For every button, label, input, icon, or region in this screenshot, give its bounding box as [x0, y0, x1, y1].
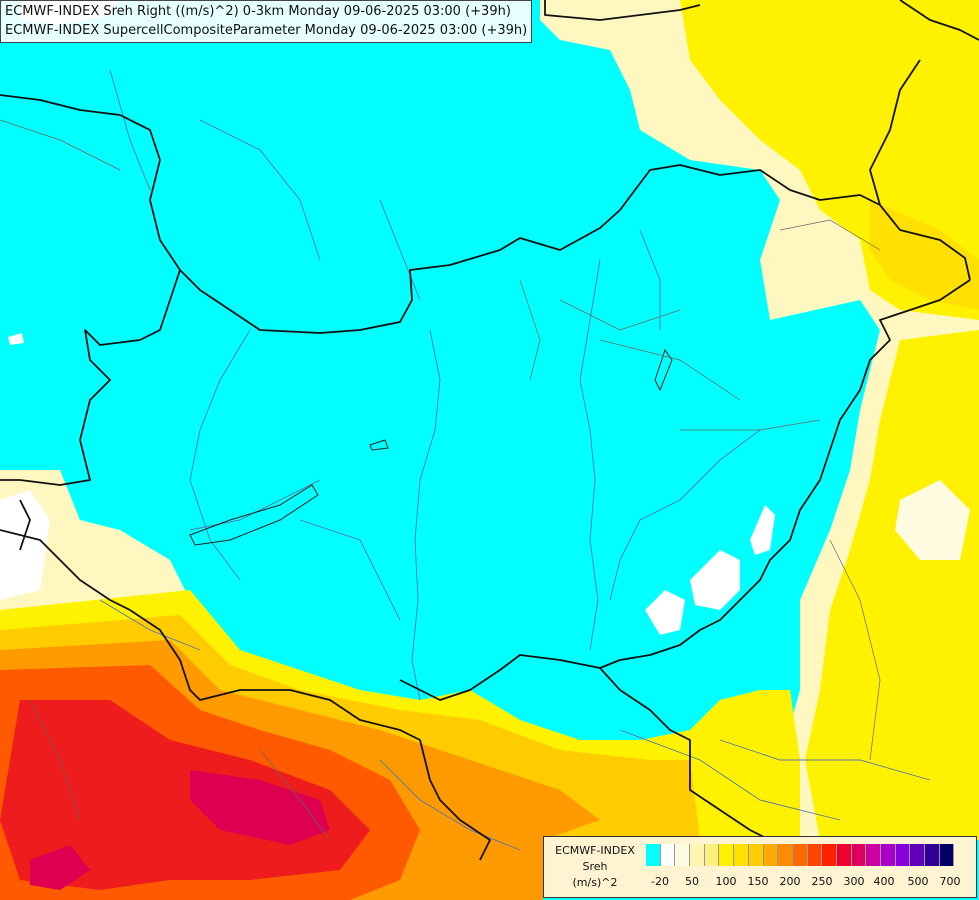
lake-balaton	[189, 484, 319, 546]
legend-swatch	[660, 844, 676, 866]
legend-tick-label: 100	[715, 875, 737, 888]
color-legend: ECMWF-INDEX Sreh (m/s)^2 -20 50 100 150 200 2…	[543, 836, 977, 898]
legend-swatch	[748, 844, 764, 866]
legend-tick-label: 300	[843, 875, 865, 888]
region-lines	[0, 119, 881, 841]
legend-title-line3: (m/s)^2	[572, 876, 618, 889]
legend-tick-label: 700	[939, 875, 961, 888]
legend-swatch	[836, 844, 852, 866]
white-patch-east-3	[750, 505, 775, 555]
legend-swatch	[646, 844, 661, 866]
legend-swatch	[704, 844, 720, 866]
legend-tick-label: 50	[685, 875, 699, 888]
legend-tick-label: -20	[651, 875, 669, 888]
map-title-box: ECMWF-INDEX Sreh Right ((m/s)^2) 0-3km M…	[0, 0, 533, 43]
legend-title: ECMWF-INDEX Sreh (m/s)^2	[548, 843, 642, 891]
legend-ticks: -20 50 100 150 200 250 300 400 500 700	[646, 875, 970, 891]
legend-swatch	[939, 844, 955, 866]
legend-tick-label: 150	[747, 875, 769, 888]
lake-small-east	[654, 348, 673, 392]
white-patch-northwest	[8, 333, 24, 345]
legend-swatch	[734, 844, 749, 866]
white-patch-east-2	[645, 590, 685, 635]
legend-title-line1: ECMWF-INDEX	[555, 844, 635, 857]
legend-swatch	[910, 844, 926, 866]
legend-swatches	[646, 844, 955, 866]
legend-swatch	[719, 844, 735, 866]
legend-tick-label: 250	[811, 875, 833, 888]
yellow-core-east	[805, 330, 979, 840]
legend-tick-label: 200	[779, 875, 801, 888]
lake-small-center	[369, 439, 389, 451]
red-core-south	[0, 700, 370, 890]
legend-swatch	[763, 844, 779, 866]
legend-swatch	[778, 844, 793, 866]
crimson-spot-southwest	[30, 845, 90, 890]
legend-tick-label: 500	[907, 875, 929, 888]
legend-swatch	[866, 844, 881, 866]
legend-swatch	[851, 844, 867, 866]
crimson-core-south	[190, 770, 330, 845]
legend-swatch	[895, 844, 911, 866]
white-patch-east-1	[690, 550, 740, 610]
title-line-sreh: ECMWF-INDEX Sreh Right ((m/s)^2) 0-3km M…	[5, 4, 511, 19]
legend-swatch	[925, 844, 940, 866]
legend-swatch	[792, 844, 808, 866]
legend-swatch	[690, 844, 705, 866]
title-line-supercell: ECMWF-INDEX SupercellCompositeParameter …	[5, 23, 528, 38]
legend-swatch	[807, 844, 823, 866]
legend-swatch	[822, 844, 837, 866]
legend-swatch	[881, 844, 896, 866]
legend-tick-label: 400	[873, 875, 895, 888]
white-patch-west	[0, 490, 50, 600]
country-borders	[0, 0, 979, 861]
rivers	[99, 69, 931, 851]
legend-swatch	[675, 844, 691, 866]
legend-title-line2: Sreh	[582, 860, 608, 873]
pale-patch-east	[895, 480, 970, 560]
